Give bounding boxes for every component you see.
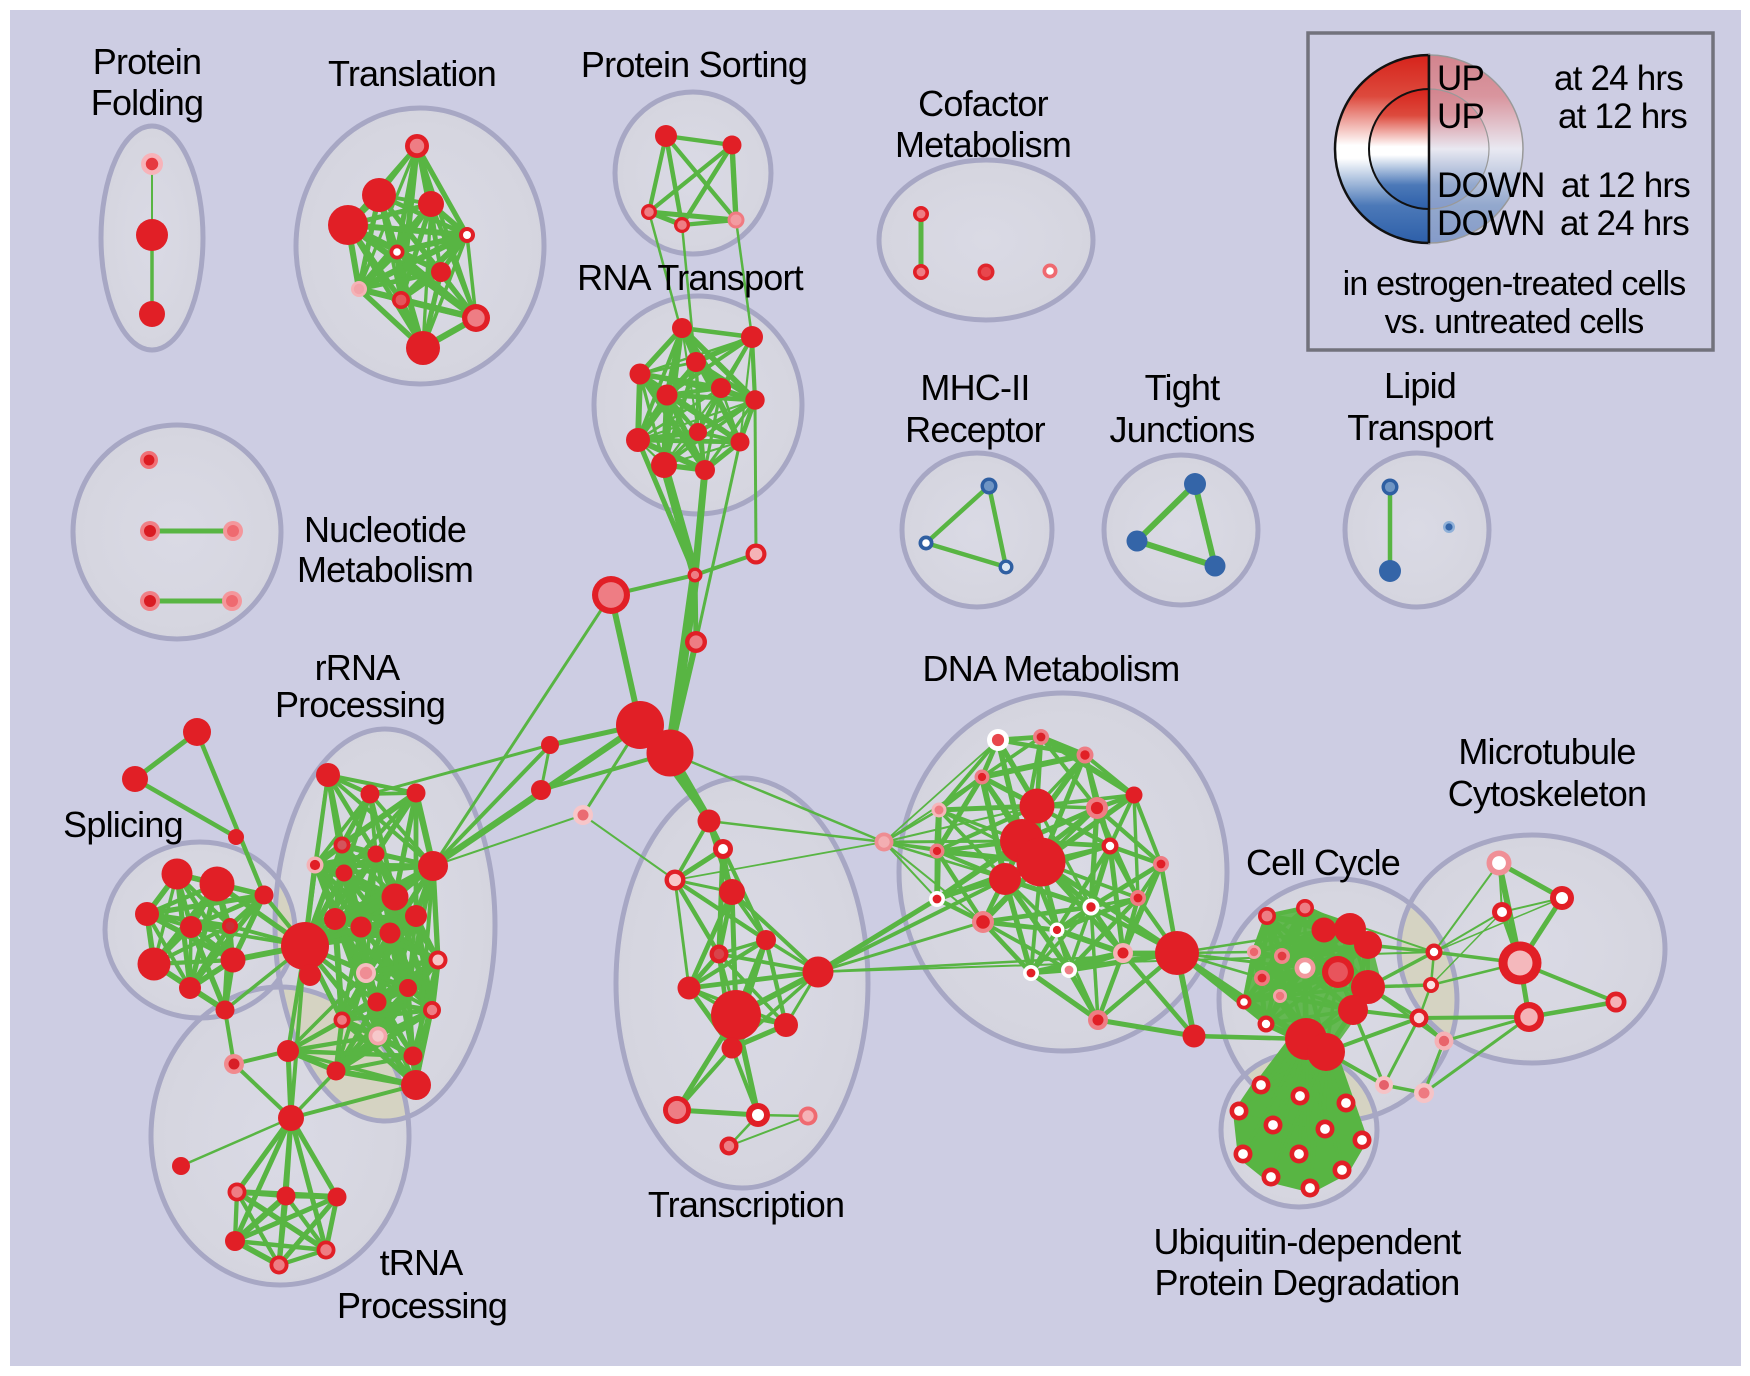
svg-text:Lipid: Lipid <box>1384 365 1456 406</box>
svg-text:Protein: Protein <box>93 41 201 82</box>
svg-text:Folding: Folding <box>91 82 203 123</box>
svg-text:DOWN: DOWN <box>1437 166 1545 205</box>
svg-text:Ubiquitin-dependent: Ubiquitin-dependent <box>1153 1221 1461 1262</box>
svg-text:Protein Sorting: Protein Sorting <box>581 44 807 85</box>
svg-text:at 24 hrs: at 24 hrs <box>1560 204 1689 243</box>
svg-text:at 12 hrs: at 12 hrs <box>1558 97 1687 136</box>
svg-text:Tight: Tight <box>1145 367 1220 408</box>
svg-text:Junctions: Junctions <box>1110 409 1255 450</box>
svg-text:Cell Cycle: Cell Cycle <box>1246 842 1400 883</box>
svg-text:Metabolism: Metabolism <box>297 549 473 590</box>
svg-text:Protein Degradation: Protein Degradation <box>1154 1262 1459 1303</box>
svg-text:Transcription: Transcription <box>648 1184 844 1225</box>
svg-text:Translation: Translation <box>328 53 496 94</box>
svg-text:in estrogen-treated cells: in estrogen-treated cells <box>1343 265 1686 303</box>
svg-text:UP: UP <box>1437 59 1484 98</box>
svg-text:DNA Metabolism: DNA Metabolism <box>923 648 1180 689</box>
svg-text:DOWN: DOWN <box>1437 204 1545 243</box>
svg-text:Nucleotide: Nucleotide <box>304 509 466 550</box>
svg-text:tRNA: tRNA <box>380 1242 464 1283</box>
svg-text:Processing: Processing <box>275 684 445 725</box>
svg-text:rRNA: rRNA <box>315 647 401 688</box>
svg-text:MHC-II: MHC-II <box>920 367 1029 408</box>
svg-text:Cytoskeleton: Cytoskeleton <box>1448 773 1647 814</box>
svg-text:UP: UP <box>1437 97 1484 136</box>
svg-text:Microtubule: Microtubule <box>1458 731 1635 772</box>
svg-text:at 24 hrs: at 24 hrs <box>1554 59 1683 98</box>
svg-text:Receptor: Receptor <box>905 409 1045 450</box>
svg-text:Cofactor: Cofactor <box>918 83 1048 124</box>
svg-text:Processing: Processing <box>337 1285 507 1326</box>
svg-text:RNA Transport: RNA Transport <box>577 257 803 298</box>
svg-text:vs. untreated cells: vs. untreated cells <box>1385 303 1644 341</box>
svg-text:Splicing: Splicing <box>63 804 183 845</box>
svg-text:at 12 hrs: at 12 hrs <box>1561 166 1690 205</box>
svg-text:Transport: Transport <box>1347 407 1493 448</box>
svg-text:Metabolism: Metabolism <box>895 124 1071 165</box>
